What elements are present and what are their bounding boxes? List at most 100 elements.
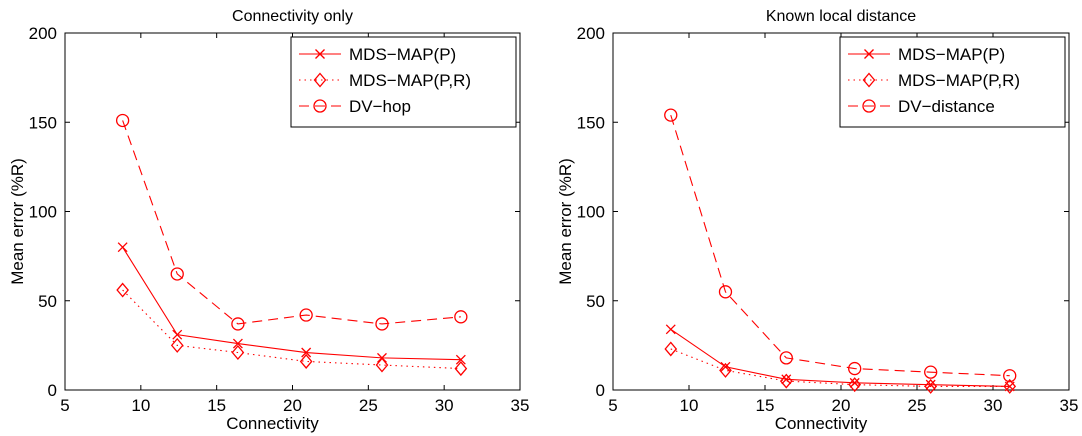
data-point-x-stroke-b	[925, 379, 936, 390]
data-point-x-stroke-b	[232, 338, 243, 349]
data-point-circle	[454, 310, 468, 324]
data-point-circle	[779, 351, 793, 365]
y-tick-label: 200	[29, 24, 57, 43]
y-axis-label: Mean error (%R)	[8, 158, 27, 285]
data-point-x	[925, 379, 936, 390]
series-1	[117, 242, 466, 365]
y-tick-label: 50	[38, 292, 57, 311]
data-point-x-stroke-b	[781, 374, 792, 385]
series-2	[664, 341, 1017, 394]
x-axis-label: Connectivity	[775, 414, 868, 433]
x-tick-label: 30	[984, 396, 1003, 415]
data-point-x	[301, 347, 312, 358]
data-point-diamond	[170, 337, 184, 353]
data-point-x-stroke-b	[117, 242, 128, 253]
x-tick-label: 20	[832, 396, 851, 415]
data-point-x	[781, 374, 792, 385]
legend-box	[839, 36, 1066, 128]
data-point-circle	[1003, 369, 1017, 383]
data-point-circle	[115, 113, 130, 128]
data-point-circle	[231, 317, 245, 331]
data-point-x-stroke-b	[455, 354, 466, 365]
series-2	[116, 282, 468, 377]
legend-entry-label: MDS−MAP(P,R)	[349, 71, 471, 90]
data-point-x-stroke-b	[665, 324, 676, 335]
data-point-diamond	[924, 378, 938, 394]
data-point-circle	[924, 365, 938, 379]
x-tick-label: 35	[511, 396, 530, 415]
y-tick-label: 0	[48, 381, 57, 400]
chart-title: Connectivity only	[232, 8, 353, 25]
data-point-x	[232, 338, 243, 349]
legend-marker-x	[315, 49, 325, 59]
x-tick-label: 25	[908, 396, 927, 415]
y-tick-label: 100	[29, 203, 57, 222]
data-point-x-stroke-b	[849, 377, 860, 388]
data-point-x-stroke-b	[172, 329, 183, 340]
series-3	[115, 113, 468, 331]
data-point-circle	[170, 267, 184, 281]
data-point-circle	[299, 308, 313, 322]
x-tick-label: 10	[131, 396, 150, 415]
x-tick-label: 5	[608, 396, 617, 415]
data-point-x	[665, 324, 676, 335]
x-tick-label: 30	[435, 396, 454, 415]
data-point-diamond	[1003, 378, 1017, 394]
data-point-diamond	[231, 345, 245, 361]
legend-marker-diamond	[862, 72, 876, 88]
y-tick-label: 100	[577, 203, 605, 222]
data-point-diamond	[375, 357, 389, 373]
x-tick-label: 10	[680, 396, 699, 415]
legend-entry-label: DV−hop	[349, 97, 411, 116]
legend: MDS−MAP(P) MDS−MAP(P,R) DV−distance	[839, 36, 1066, 128]
legend-entry-label: MDS−MAP(P)	[349, 45, 456, 64]
series-line	[670, 328, 1010, 387]
data-point-x-stroke-b	[301, 347, 312, 358]
data-point-diamond	[848, 377, 862, 393]
y-tick-label: 0	[596, 381, 605, 400]
series-1	[665, 324, 1015, 392]
chart-panel-1: Connectivity only 5 10 15 20 25 30 35 0 50 100 150 2…	[8, 8, 529, 433]
data-point-circle	[375, 317, 389, 331]
data-point-circle	[718, 285, 733, 299]
series-line	[122, 246, 461, 361]
x-tick-label: 15	[756, 396, 775, 415]
data-point-diamond	[116, 282, 129, 298]
series-line	[670, 348, 1010, 387]
chart-title: Known local distance	[766, 8, 916, 25]
x-axis-label: Connectivity	[226, 414, 319, 433]
y-tick-label: 150	[29, 113, 57, 132]
x-tick-label: 15	[207, 396, 226, 415]
legend-marker-x-stroke-b	[864, 49, 874, 59]
legend-marker-diamond	[313, 72, 327, 88]
data-point-x	[172, 329, 183, 340]
data-point-x	[849, 377, 860, 388]
legend-marker-circle	[862, 99, 876, 113]
legend-entry-label: DV−distance	[898, 97, 995, 116]
data-point-x-stroke-b	[720, 361, 731, 372]
data-point-diamond	[454, 361, 468, 377]
data-point-diamond	[719, 362, 732, 378]
data-point-x	[117, 242, 128, 253]
data-point-circle	[848, 361, 862, 376]
legend-marker-x-stroke-b	[315, 49, 325, 59]
x-tick-label: 5	[60, 396, 69, 415]
data-point-diamond	[664, 341, 678, 357]
legend-marker-x	[864, 49, 874, 59]
legend-marker-circle	[313, 99, 327, 113]
y-tick-label: 150	[577, 113, 605, 132]
series-line	[122, 120, 461, 325]
y-axis-label: Mean error (%R)	[556, 158, 575, 285]
x-tick-label: 25	[359, 396, 378, 415]
series-3	[664, 108, 1017, 383]
data-point-x	[720, 361, 731, 372]
series-line	[670, 114, 1010, 377]
legend-entry-label: MDS−MAP(P,R)	[898, 71, 1020, 90]
chart-panel-2: Known local distance 5 10 15 20 25 30 35 0 50 100 1…	[556, 8, 1078, 433]
legend: MDS−MAP(P) MDS−MAP(P,R) DV−hop	[290, 36, 517, 128]
legend-entry-label: MDS−MAP(P)	[898, 45, 1005, 64]
data-point-circle	[664, 108, 678, 122]
data-point-diamond	[299, 353, 313, 369]
